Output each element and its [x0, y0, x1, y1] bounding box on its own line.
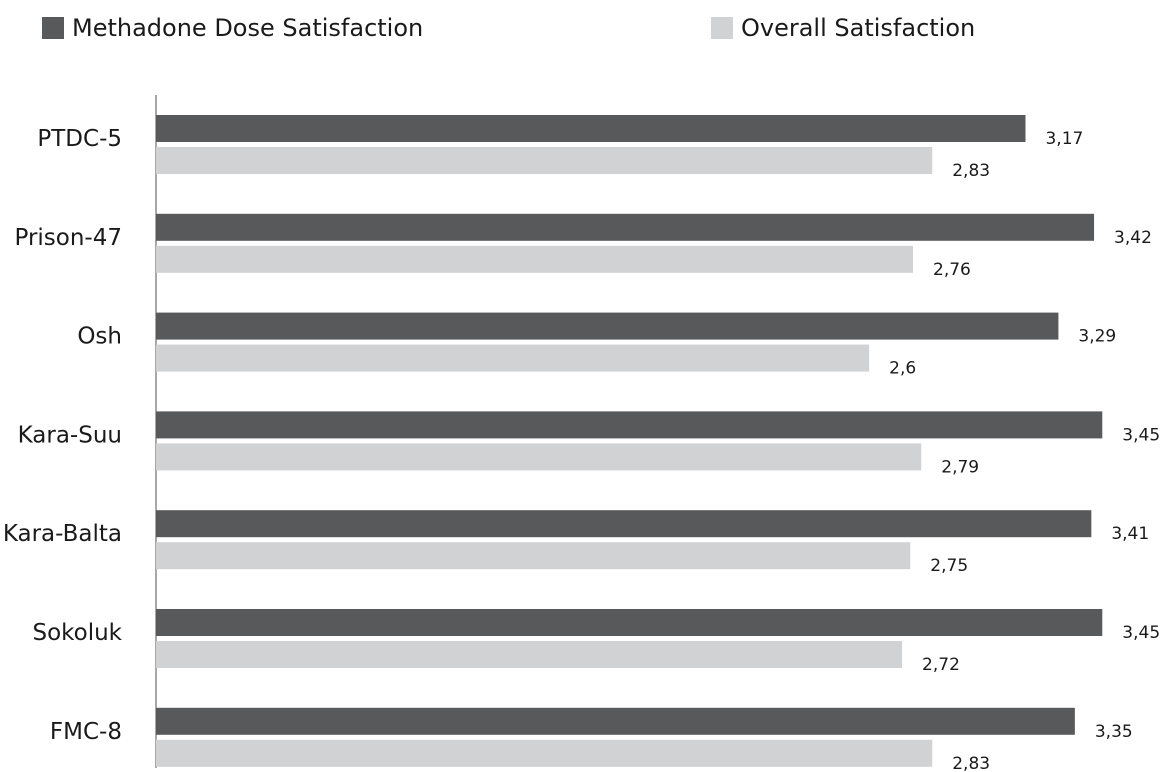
legend-swatch-overall — [711, 17, 733, 39]
bar-overall — [156, 344, 870, 372]
bar-overall — [156, 443, 922, 471]
data-label: 2,72 — [922, 655, 960, 675]
data-label: 3,45 — [1122, 425, 1160, 445]
bar-overall — [156, 739, 933, 767]
data-label: 3,45 — [1122, 623, 1160, 643]
bar-dose — [156, 411, 1103, 439]
bar-overall — [156, 641, 903, 668]
data-label: 3,41 — [1111, 524, 1149, 544]
category-label: FMC-8 — [50, 719, 122, 745]
data-label: 3,42 — [1114, 228, 1152, 248]
category-label: Osh — [77, 324, 122, 350]
bar-dose — [156, 213, 1095, 241]
bar-dose — [156, 510, 1092, 538]
category-label: Kara-Balta — [3, 521, 122, 547]
data-label: 2,6 — [889, 359, 916, 379]
data-label: 2,79 — [941, 457, 979, 477]
category-label: Prison-47 — [14, 225, 122, 251]
category-label: Kara-Suu — [18, 422, 122, 448]
data-label: 3,17 — [1045, 129, 1083, 149]
category-label: Sokoluk — [32, 620, 122, 646]
bar-overall — [156, 147, 933, 174]
data-label: 3,29 — [1078, 327, 1116, 347]
bar-overall — [156, 542, 911, 570]
legend-item-overall: Overall Satisfaction — [711, 12, 975, 44]
legend-item-dose: Methadone Dose Satisfaction — [42, 12, 423, 44]
data-label: 2,83 — [952, 161, 990, 181]
bar-dose — [156, 115, 1026, 142]
bar-dose — [156, 707, 1075, 735]
data-label: 2,76 — [933, 260, 971, 280]
legend-label-overall: Overall Satisfaction — [741, 14, 976, 42]
legend-label-dose: Methadone Dose Satisfaction — [72, 14, 424, 42]
category-label: PTDC-5 — [37, 126, 122, 152]
bar-dose — [156, 312, 1059, 340]
data-label: 2,75 — [930, 556, 968, 576]
bar-overall — [156, 245, 914, 273]
data-label: 3,35 — [1095, 722, 1133, 742]
data-label: 2,83 — [952, 754, 990, 772]
bar-dose — [156, 609, 1103, 636]
legend-swatch-dose — [42, 17, 64, 39]
